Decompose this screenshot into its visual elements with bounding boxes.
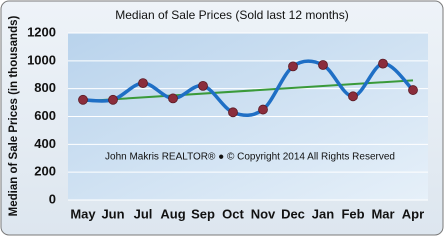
y-axis-label: Median of Sale Prices (in thousands) (8, 16, 20, 217)
data-point (258, 104, 268, 115)
chart-title: Median of Sale Prices (Sold last 12 mont… (115, 8, 348, 22)
x-tick-label: Nov (251, 206, 276, 221)
y-tick-label: 1200 (27, 24, 56, 39)
x-tick-label: Mar (371, 206, 394, 221)
data-point (168, 93, 178, 104)
y-tick-label: 400 (34, 136, 56, 151)
data-point (378, 58, 388, 69)
y-tick-label: 200 (34, 164, 56, 179)
x-tick-label: Sep (191, 206, 215, 221)
data-point (348, 91, 358, 102)
x-tick-label: Apr (402, 206, 424, 221)
y-tick-label: 0 (49, 191, 56, 206)
y-tick-label: 1000 (27, 52, 56, 67)
x-tick-label: Jul (134, 206, 153, 221)
x-tick-label: Jan (312, 206, 334, 221)
y-tick-label: 800 (34, 80, 56, 95)
x-tick-label: Oct (222, 206, 244, 221)
data-point (228, 107, 238, 118)
x-tick-label: Feb (341, 206, 364, 221)
data-point (288, 61, 298, 72)
trend-line (82, 79, 414, 103)
data-point (138, 78, 148, 88)
data-point (408, 85, 418, 95)
data-point (78, 94, 88, 105)
x-tick-label: Aug (160, 206, 185, 221)
y-tick-label: 600 (34, 108, 56, 123)
x-tick-label: May (70, 206, 96, 221)
annotation: John Makris REALTOR® ● © Copyright 2014 … (105, 152, 395, 163)
x-tick-label: Dec (281, 206, 305, 221)
data-point (108, 94, 118, 105)
data-point (318, 60, 328, 70)
data-point (198, 80, 208, 91)
x-tick-label: Jun (101, 206, 124, 221)
